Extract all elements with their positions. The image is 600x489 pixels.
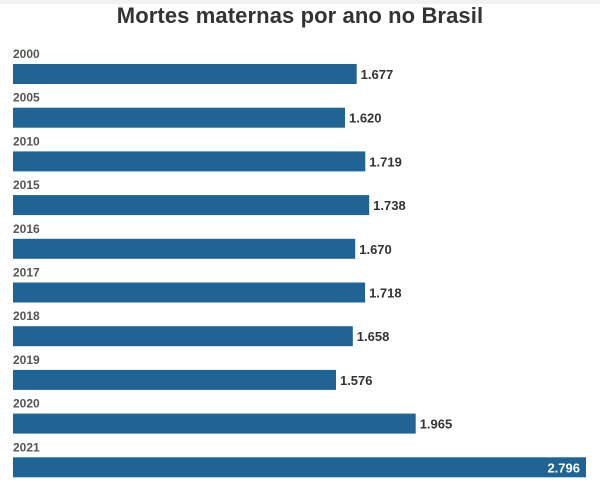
category-label: 2017 (13, 266, 40, 280)
value-label: 1.576 (340, 373, 373, 388)
category-label: 2018 (13, 309, 40, 323)
category-label: 2005 (13, 91, 40, 105)
category-label: 2000 (13, 47, 40, 61)
category-label: 2016 (13, 222, 40, 236)
bar (13, 107, 345, 128)
top-strip (0, 0, 600, 4)
value-label: 1.719 (369, 154, 402, 169)
value-label: 1.965 (420, 417, 453, 432)
bar (13, 64, 357, 84)
value-label: 2.796 (547, 460, 580, 475)
value-label: 1.620 (349, 111, 382, 126)
value-label: 1.738 (373, 198, 406, 213)
category-label: 2020 (13, 397, 40, 411)
bar (13, 151, 366, 172)
bar (13, 326, 353, 347)
value-label: 1.677 (361, 67, 394, 82)
bar (13, 457, 586, 478)
bar (13, 238, 356, 259)
category-label: 2021 (13, 440, 40, 454)
bar (13, 195, 370, 216)
category-label: 2010 (13, 134, 40, 148)
value-label: 1.670 (359, 242, 392, 257)
bar (13, 369, 336, 390)
chart-title: Mortes maternas por ano no Brasil (116, 3, 484, 28)
value-label: 1.718 (369, 286, 402, 301)
bar (13, 282, 366, 303)
category-label: 2015 (13, 178, 40, 192)
value-label: 1.658 (357, 329, 390, 344)
bar (13, 413, 416, 434)
category-label: 2019 (13, 353, 40, 367)
